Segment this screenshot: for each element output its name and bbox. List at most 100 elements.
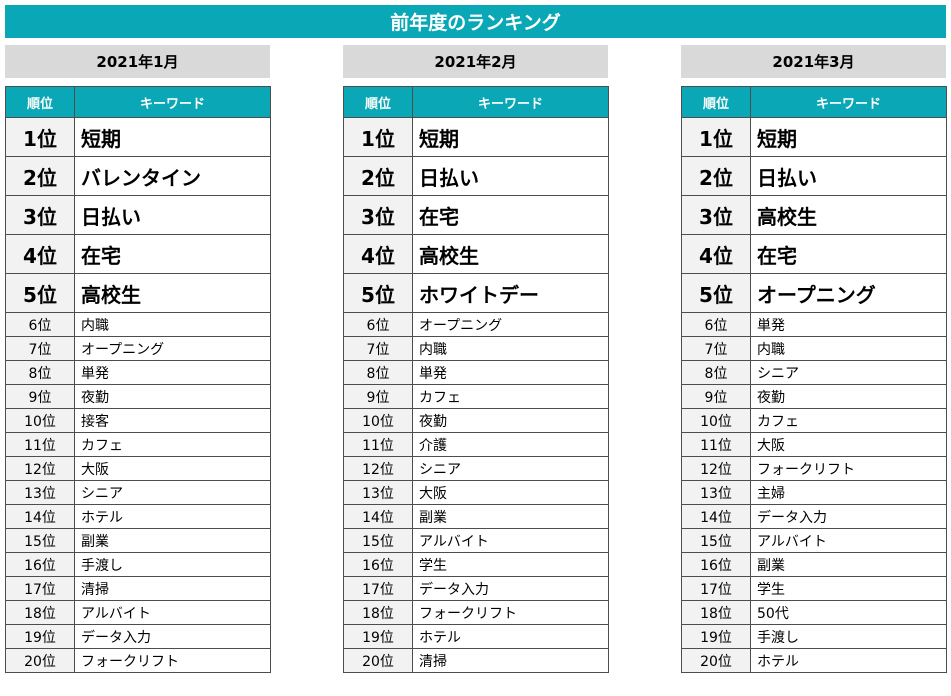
rank-cell: 4位: [5, 234, 75, 274]
rank-cell: 9位: [5, 384, 75, 409]
rank-cell: 20位: [681, 648, 751, 673]
keyword-cell: 在宅: [412, 195, 609, 235]
rank-cell: 2位: [681, 156, 751, 196]
table-row: 18位 50代: [681, 600, 947, 625]
table-row: 16位 手渡し: [5, 552, 271, 577]
month-panel: 2021年1月 順位 キーワード 1位 短期 2位 バレンタイン 3位 日払い 4位 在宅 5位 高校生…: [5, 45, 271, 673]
keyword-cell: 在宅: [750, 234, 947, 274]
table-row: 11位 介護: [343, 432, 609, 457]
keyword-cell: ホワイトデー: [412, 273, 609, 313]
month-header: 2021年2月: [343, 45, 608, 78]
rank-cell: 5位: [681, 273, 751, 313]
table-row: 10位 カフェ: [681, 408, 947, 433]
page-title: 前年度のランキング: [5, 5, 946, 38]
keyword-cell: 内職: [750, 336, 947, 361]
keyword-cell: 夜勤: [74, 384, 271, 409]
rank-cell: 8位: [681, 360, 751, 385]
rank-cell: 11位: [681, 432, 751, 457]
table-row: 8位 単発: [343, 360, 609, 385]
rank-cell: 3位: [5, 195, 75, 235]
rank-cell: 11位: [5, 432, 75, 457]
rank-cell: 9位: [681, 384, 751, 409]
rank-cell: 3位: [343, 195, 413, 235]
keyword-cell: 単発: [750, 312, 947, 337]
table-row: 11位 カフェ: [5, 432, 271, 457]
rank-cell: 14位: [343, 504, 413, 529]
rank-cell: 16位: [681, 552, 751, 577]
table-row: 7位 オープニング: [5, 336, 271, 361]
keyword-cell: アルバイト: [750, 528, 947, 553]
rank-cell: 15位: [681, 528, 751, 553]
table-row: 1位 短期: [681, 117, 947, 157]
keyword-cell: シニア: [74, 480, 271, 505]
table-row: 17位 清掃: [5, 576, 271, 601]
keyword-cell: 大阪: [74, 456, 271, 481]
keyword-cell: 学生: [750, 576, 947, 601]
keyword-cell: 日払い: [750, 156, 947, 196]
rank-cell: 15位: [5, 528, 75, 553]
table-row: 8位 シニア: [681, 360, 947, 385]
keyword-cell: バレンタイン: [74, 156, 271, 196]
rank-cell: 17位: [343, 576, 413, 601]
keyword-cell: 短期: [750, 117, 947, 157]
keyword-cell: 夜勤: [750, 384, 947, 409]
keyword-cell: ホテル: [74, 504, 271, 529]
table-header-row: 順位 キーワード: [5, 86, 271, 118]
keyword-cell: 学生: [412, 552, 609, 577]
rank-cell: 20位: [343, 648, 413, 673]
table-row: 14位 副業: [343, 504, 609, 529]
keyword-column-header: キーワード: [74, 86, 271, 118]
keyword-cell: 単発: [412, 360, 609, 385]
keyword-cell: データ入力: [412, 576, 609, 601]
keyword-cell: アルバイト: [74, 600, 271, 625]
ranking-table: 順位 キーワード 1位 短期 2位 日払い 3位 在宅 4位 高校生 5位 ホワイトデー 6位 オープニン…: [343, 86, 609, 673]
rank-cell: 13位: [681, 480, 751, 505]
keyword-cell: 高校生: [750, 195, 947, 235]
rank-cell: 15位: [343, 528, 413, 553]
table-row: 9位 夜勤: [681, 384, 947, 409]
keyword-cell: シニア: [412, 456, 609, 481]
keyword-cell: データ入力: [74, 624, 271, 649]
keyword-cell: カフェ: [750, 408, 947, 433]
table-row: 17位 データ入力: [343, 576, 609, 601]
keyword-column-header: キーワード: [750, 86, 947, 118]
rank-cell: 9位: [343, 384, 413, 409]
keyword-cell: 夜勤: [412, 408, 609, 433]
keyword-cell: 日払い: [412, 156, 609, 196]
keyword-cell: フォークリフト: [412, 600, 609, 625]
table-row: 14位 ホテル: [5, 504, 271, 529]
rank-cell: 8位: [5, 360, 75, 385]
table-row: 13位 大阪: [343, 480, 609, 505]
month-header: 2021年3月: [681, 45, 946, 78]
keyword-cell: 短期: [412, 117, 609, 157]
keyword-cell: 高校生: [412, 234, 609, 274]
rank-cell: 2位: [343, 156, 413, 196]
rank-cell: 10位: [681, 408, 751, 433]
rank-cell: 4位: [681, 234, 751, 274]
keyword-cell: 大阪: [412, 480, 609, 505]
rank-cell: 16位: [343, 552, 413, 577]
table-row: 15位 アルバイト: [681, 528, 947, 553]
rank-cell: 19位: [5, 624, 75, 649]
table-row: 9位 夜勤: [5, 384, 271, 409]
keyword-cell: オープニング: [750, 273, 947, 313]
rank-cell: 14位: [5, 504, 75, 529]
rank-cell: 18位: [681, 600, 751, 625]
rank-cell: 4位: [343, 234, 413, 274]
table-row: 5位 ホワイトデー: [343, 273, 609, 313]
table-row: 15位 副業: [5, 528, 271, 553]
keyword-cell: 在宅: [74, 234, 271, 274]
table-row: 2位 日払い: [681, 156, 947, 196]
table-row: 3位 高校生: [681, 195, 947, 235]
keyword-cell: カフェ: [412, 384, 609, 409]
keyword-cell: 大阪: [750, 432, 947, 457]
keyword-cell: ホテル: [412, 624, 609, 649]
table-row: 8位 単発: [5, 360, 271, 385]
keyword-cell: 日払い: [74, 195, 271, 235]
keyword-cell: 副業: [74, 528, 271, 553]
table-row: 10位 夜勤: [343, 408, 609, 433]
table-row: 19位 ホテル: [343, 624, 609, 649]
table-row: 12位 フォークリフト: [681, 456, 947, 481]
table-row: 13位 主婦: [681, 480, 947, 505]
rank-cell: 1位: [343, 117, 413, 157]
